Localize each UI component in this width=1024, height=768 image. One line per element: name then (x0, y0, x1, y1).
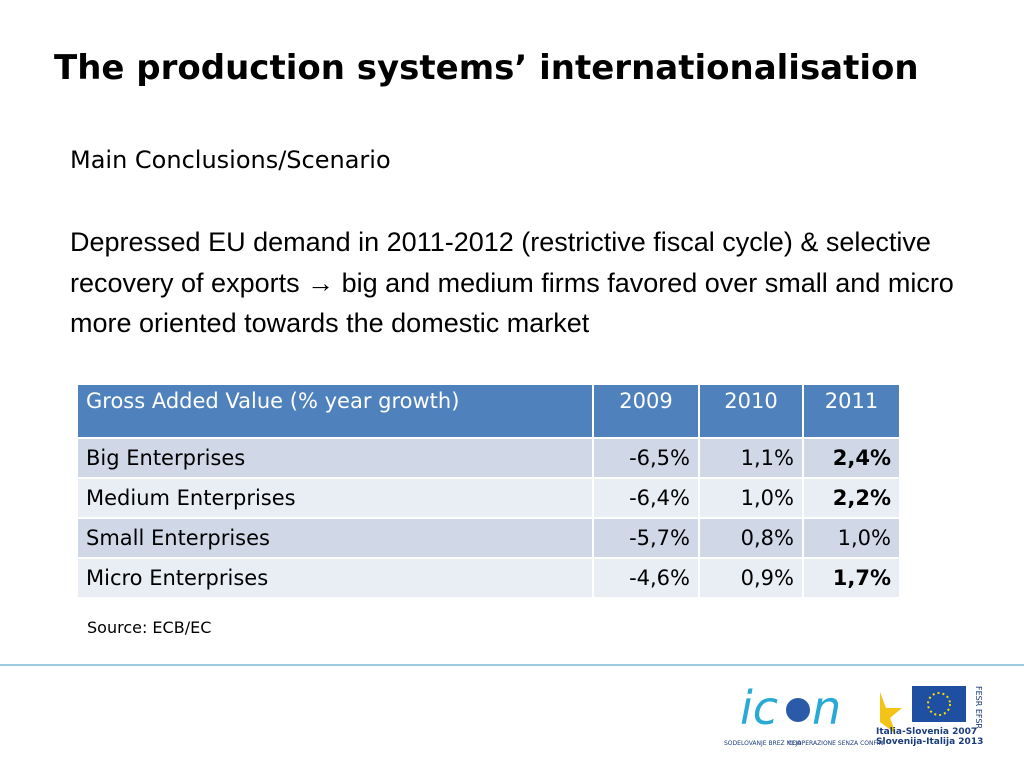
icon-wordmark: n (812, 681, 841, 735)
icon-logo: ic n (740, 681, 841, 735)
fund-label: FESR EFSR (974, 686, 983, 729)
cell: -4,6% (592, 557, 700, 599)
cell: Micro Enterprises (76, 557, 594, 599)
header-row: Gross Added Value (% year growth) 2009 2… (76, 383, 901, 439)
row: Small Enterprises -5,7% 0,8% 1,0% (76, 517, 901, 559)
header-cell: 2011 (802, 383, 901, 439)
data-table: Gross Added Value (% year growth) 2009 2… (76, 383, 901, 599)
row: Micro Enterprises -4,6% 0,9% 1,7% (76, 557, 901, 599)
cell: 1,0% (802, 517, 901, 559)
header-cell: 2010 (698, 383, 804, 439)
source: Source: ECB/EC (87, 618, 212, 637)
cell: 1,7% (802, 557, 901, 599)
divider (0, 664, 1024, 666)
paragraph: Depressed EU demand in 2011-2012 (restri… (70, 227, 954, 338)
cell: -6,5% (592, 437, 700, 479)
cell: Medium Enterprises (76, 477, 594, 519)
title: The production systems’ internationalisa… (54, 48, 919, 88)
eu-flag (912, 686, 966, 722)
logos: ic n SODELOVANJE BREZ MEJA COOPERAZIONE … (724, 681, 983, 747)
header-cell: Gross Added Value (% year growth) (76, 383, 594, 439)
cell: 1,1% (698, 437, 804, 479)
eu-stars (927, 692, 951, 716)
cell: 1,0% (698, 477, 804, 519)
row: Big Enterprises -6,5% 1,1% 2,4% (76, 437, 901, 479)
program-label: Slovenija-Italija 2013 (876, 737, 983, 747)
logo-caption: SODELOVANJE BREZ MEJA (724, 740, 802, 747)
program-label: Italia-Slovenia 2007 (876, 727, 977, 737)
icon-wordmark: ic (740, 681, 778, 735)
cell: 2,4% (802, 437, 901, 479)
cell: 0,9% (698, 557, 804, 599)
cell: Small Enterprises (76, 517, 594, 559)
row: Medium Enterprises -6,4% 1,0% 2,2% (76, 477, 901, 519)
header-cell: 2009 (592, 383, 700, 439)
cell: 0,8% (698, 517, 804, 559)
subtitle: Main Conclusions/Scenario (70, 146, 391, 174)
globe (786, 698, 810, 722)
logo-caption: COOPERAZIONE SENZA CONFINI (788, 740, 885, 747)
cell: 2,2% (802, 477, 901, 519)
cell: -5,7% (592, 517, 700, 559)
cell: -6,4% (592, 477, 700, 519)
cell: Big Enterprises (76, 437, 594, 479)
star (880, 692, 902, 734)
